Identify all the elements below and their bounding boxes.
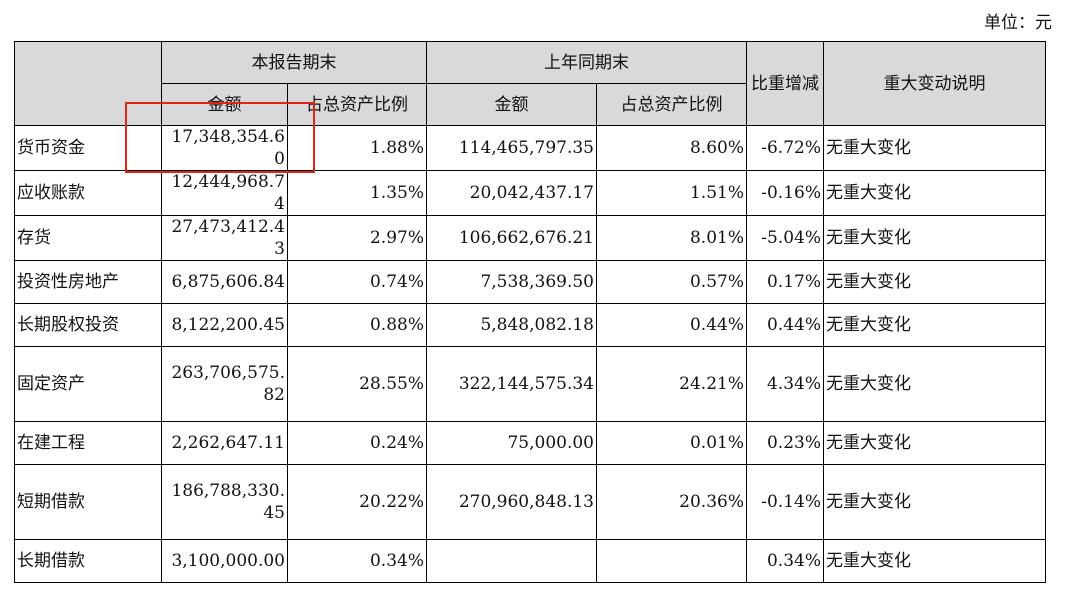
- row-item-label: 应收账款: [14, 170, 162, 216]
- row-item-label: 存货: [14, 215, 162, 261]
- cell-note: 无重大变化: [823, 260, 1046, 304]
- cell-current-amount: 12,444,968.74: [161, 170, 288, 216]
- cell-current-amount: 186,788,330.45: [161, 464, 288, 540]
- cell-prior-ratio: 0.44%: [596, 303, 747, 347]
- cell-note: 无重大变化: [823, 125, 1046, 171]
- table-row: 短期借款 186,788,330.45 20.22% 270,960,848.13 20…: [14, 464, 1046, 540]
- header-item-blank: [14, 41, 162, 126]
- cell-current-ratio: 20.22%: [287, 464, 427, 540]
- cell-note: 无重大变化: [823, 170, 1046, 216]
- cell-current-ratio: 0.24%: [287, 421, 427, 465]
- table-row: 应收账款 12,444,968.74 1.35% 20,042,437.17 1.51%…: [14, 170, 1046, 216]
- cell-current-ratio: 28.55%: [287, 346, 427, 422]
- cell-prior-amount: 5,848,082.18: [426, 303, 597, 347]
- cell-prior-ratio: [596, 539, 747, 583]
- cell-prior-ratio: 24.21%: [596, 346, 747, 422]
- cell-change: 0.23%: [746, 421, 824, 465]
- header-prev-ratio: 占总资产比例: [596, 83, 747, 126]
- cell-current-ratio: 0.88%: [287, 303, 427, 347]
- cell-change: 0.34%: [746, 539, 824, 583]
- unit-label: 单位：元: [984, 13, 1052, 33]
- row-item-label: 长期股权投资: [14, 303, 162, 347]
- cell-change: -0.16%: [746, 170, 824, 216]
- cell-note: 无重大变化: [823, 421, 1046, 465]
- header-prior-period: 上年同期末: [426, 41, 747, 84]
- cell-change: 4.34%: [746, 346, 824, 422]
- cell-prior-amount: [426, 539, 597, 583]
- cell-note: 无重大变化: [823, 346, 1046, 422]
- row-item-label: 长期借款: [14, 539, 162, 583]
- cell-prior-amount: 20,042,437.17: [426, 170, 597, 216]
- cell-note: 无重大变化: [823, 539, 1046, 583]
- cell-prior-ratio: 8.60%: [596, 125, 747, 171]
- cell-prior-amount: 106,662,676.21: [426, 215, 597, 261]
- cell-current-amount: 8,122,200.45: [161, 303, 288, 347]
- cell-prior-ratio: 1.51%: [596, 170, 747, 216]
- cell-change: -0.14%: [746, 464, 824, 540]
- table-row: 货币资金 17,348,354.60 1.88% 114,465,797.35 8.60…: [14, 125, 1046, 171]
- cell-current-amount: 263,706,575.82: [161, 346, 288, 422]
- cell-current-ratio: 0.74%: [287, 260, 427, 304]
- table-row: 长期借款 3,100,000.00 0.34% 0.34% 无重大变化: [14, 539, 1046, 583]
- header-change: 比重增减: [746, 41, 824, 126]
- cell-note: 无重大变化: [823, 215, 1046, 261]
- row-item-label: 货币资金: [14, 125, 162, 171]
- cell-change: 0.44%: [746, 303, 824, 347]
- table-row: 固定资产 263,706,575.82 28.55% 322,144,575.34 24…: [14, 346, 1046, 422]
- header-cur-ratio: 占总资产比例: [287, 83, 427, 126]
- row-item-label: 在建工程: [14, 421, 162, 465]
- header-current-period: 本报告期末: [161, 41, 427, 84]
- cell-prior-amount: 114,465,797.35: [426, 125, 597, 171]
- cell-current-ratio: 2.97%: [287, 215, 427, 261]
- cell-prior-amount: 270,960,848.13: [426, 464, 597, 540]
- cell-current-amount: 6,875,606.84: [161, 260, 288, 304]
- row-item-label: 投资性房地产: [14, 260, 162, 304]
- table-row: 存货 27,473,412.43 2.97% 106,662,676.21 8.01% -…: [14, 215, 1046, 261]
- cell-note: 无重大变化: [823, 464, 1046, 540]
- cell-prior-amount: 75,000.00: [426, 421, 597, 465]
- table-row: 投资性房地产 6,875,606.84 0.74% 7,538,369.50 0.57%…: [14, 260, 1046, 304]
- cell-current-amount: 3,100,000.00: [161, 539, 288, 583]
- cell-prior-ratio: 0.01%: [596, 421, 747, 465]
- header-notes: 重大变动说明: [823, 41, 1046, 126]
- row-item-label: 固定资产: [14, 346, 162, 422]
- cell-current-amount: 2,262,647.11: [161, 421, 288, 465]
- cell-current-amount: 17,348,354.60: [161, 125, 288, 171]
- table-row: 在建工程 2,262,647.11 0.24% 75,000.00 0.01% 0.23%…: [14, 421, 1046, 465]
- cell-current-ratio: 0.34%: [287, 539, 427, 583]
- balance-sheet-table: 本报告期末 上年同期末 比重增减 重大变动说明 金额 占总资产比例 金额 占总资…: [14, 41, 1046, 583]
- cell-prior-ratio: 0.57%: [596, 260, 747, 304]
- header-cur-amount: 金额: [161, 83, 288, 126]
- cell-note: 无重大变化: [823, 303, 1046, 347]
- cell-change: 0.17%: [746, 260, 824, 304]
- cell-prior-amount: 322,144,575.34: [426, 346, 597, 422]
- cell-change: -6.72%: [746, 125, 824, 171]
- cell-prior-ratio: 20.36%: [596, 464, 747, 540]
- table-row: 长期股权投资 8,122,200.45 0.88% 5,848,082.18 0.44%…: [14, 303, 1046, 347]
- header-prev-amount: 金额: [426, 83, 597, 126]
- cell-prior-amount: 7,538,369.50: [426, 260, 597, 304]
- cell-current-ratio: 1.35%: [287, 170, 427, 216]
- cell-prior-ratio: 8.01%: [596, 215, 747, 261]
- row-item-label: 短期借款: [14, 464, 162, 540]
- cell-current-amount: 27,473,412.43: [161, 215, 288, 261]
- cell-current-ratio: 1.88%: [287, 125, 427, 171]
- cell-change: -5.04%: [746, 215, 824, 261]
